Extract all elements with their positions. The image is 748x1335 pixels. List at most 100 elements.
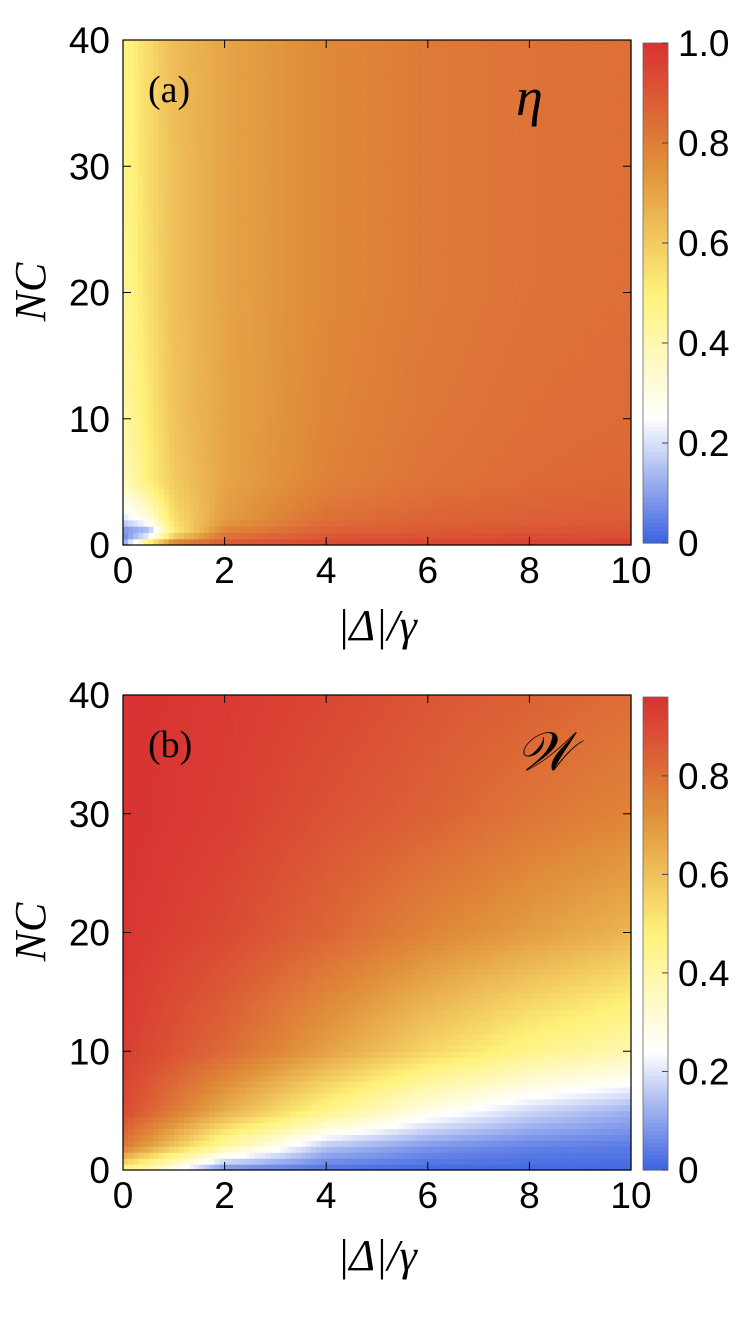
heatmap-cell <box>554 513 561 521</box>
heatmap-cell <box>133 380 139 388</box>
heatmap-cell <box>209 330 216 338</box>
heatmap-cell <box>509 311 515 319</box>
heatmap-cell <box>529 273 536 281</box>
heatmap-cell <box>158 311 165 319</box>
heatmap-cell <box>300 279 307 287</box>
heatmap-cell <box>143 437 149 445</box>
heatmap-cell <box>534 273 541 281</box>
heatmap-cell <box>402 292 409 300</box>
heatmap-cell <box>549 324 556 331</box>
heatmap-cell <box>173 361 180 369</box>
heatmap-cell <box>437 355 444 363</box>
heatmap-cell <box>468 481 475 489</box>
heatmap-cell <box>529 519 536 527</box>
heatmap-cell <box>173 450 180 458</box>
heatmap-cell <box>539 242 546 249</box>
heatmap-cell <box>524 526 530 533</box>
heatmap-cell <box>178 267 185 275</box>
heatmap-cell <box>244 286 251 294</box>
heatmap-cell <box>128 229 134 237</box>
heatmap-cell <box>478 349 485 357</box>
heatmap-cell <box>539 494 546 502</box>
heatmap-cell <box>570 349 576 357</box>
heatmap-cell <box>356 286 363 294</box>
heatmap-cell <box>290 526 297 533</box>
heatmap-cell <box>173 260 180 268</box>
heatmap-cell <box>397 242 403 249</box>
heatmap-cell <box>178 235 185 243</box>
heatmap-cell <box>250 469 256 477</box>
heatmap-cell <box>158 469 165 477</box>
heatmap-cell <box>239 380 246 388</box>
heatmap-cell <box>138 374 144 382</box>
heatmap-cell <box>448 475 454 483</box>
heatmap-cell <box>143 336 149 344</box>
heatmap-cell <box>219 273 226 281</box>
heatmap-cell <box>519 273 525 281</box>
heatmap-cell <box>371 330 378 338</box>
heatmap-cell <box>432 507 439 515</box>
heatmap-cell <box>504 286 510 294</box>
heatmap-cell <box>148 406 155 414</box>
heatmap-cell <box>392 380 398 388</box>
heatmap-cell <box>559 526 566 533</box>
heatmap-cell <box>392 336 398 344</box>
heatmap-cell <box>143 349 149 357</box>
heatmap-cell <box>260 425 266 432</box>
heatmap-cell <box>600 267 607 275</box>
heatmap-cell <box>183 292 190 300</box>
heatmap-cell <box>138 526 144 533</box>
heatmap-cell <box>133 355 139 363</box>
heatmap-cell <box>605 538 612 546</box>
heatmap-cell <box>153 317 160 325</box>
heatmap-cell <box>239 526 246 533</box>
heatmap-cell <box>224 500 231 508</box>
heatmap-cell <box>580 305 586 313</box>
heatmap-cell <box>143 387 149 395</box>
heatmap-cell <box>204 431 210 439</box>
heatmap-cell <box>189 279 195 287</box>
heatmap-cell <box>331 406 337 414</box>
heatmap-cell <box>504 532 510 540</box>
heatmap-cell <box>595 507 602 515</box>
heatmap-cell <box>178 380 185 388</box>
heatmap-cell <box>514 450 520 458</box>
heatmap-cell <box>458 437 464 445</box>
heatmap-cell <box>295 526 302 533</box>
heatmap-cell <box>366 254 373 262</box>
heatmap-cell <box>387 462 393 470</box>
heatmap-cell <box>265 311 271 319</box>
heatmap-cell <box>397 343 403 350</box>
heatmap-cell <box>585 248 591 256</box>
heatmap-cell <box>402 311 409 319</box>
heatmap-cell <box>219 456 226 464</box>
heatmap-cell <box>554 336 561 344</box>
heatmap-cell <box>326 399 332 407</box>
heatmap-cell <box>575 330 581 338</box>
heatmap-cell <box>514 406 520 414</box>
heatmap-cell <box>422 444 429 451</box>
heatmap-cell <box>377 336 383 344</box>
heatmap-cell <box>483 526 490 533</box>
heatmap-cell <box>483 330 490 338</box>
heatmap-cell <box>514 267 520 275</box>
heatmap-cell <box>509 242 515 249</box>
heatmap-cell <box>234 260 241 268</box>
heatmap-cell <box>310 538 317 546</box>
heatmap-cell <box>183 254 190 262</box>
heatmap-cell <box>478 267 485 275</box>
heatmap-cell <box>133 336 139 344</box>
heatmap-cell <box>285 349 292 357</box>
heatmap-cell <box>143 267 149 275</box>
heatmap-cell <box>417 361 424 369</box>
heatmap-cell <box>148 418 155 426</box>
heatmap-cell <box>133 418 139 426</box>
heatmap-cell <box>600 374 607 382</box>
heatmap-cell <box>280 399 287 407</box>
heatmap-cell <box>570 431 576 439</box>
heatmap-cell <box>351 532 358 540</box>
heatmap-cell <box>194 513 200 521</box>
heatmap-cell <box>153 456 160 464</box>
heatmap-cell <box>346 418 353 426</box>
heatmap-cell <box>437 532 444 540</box>
